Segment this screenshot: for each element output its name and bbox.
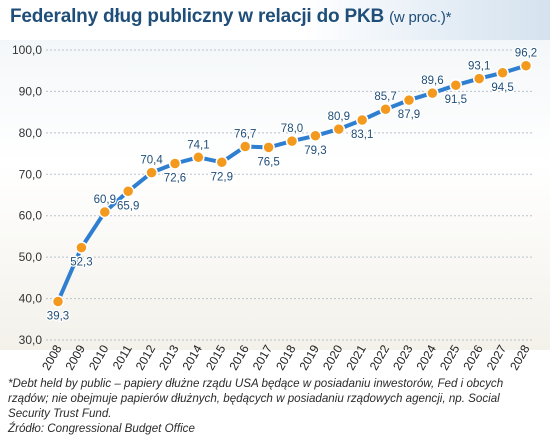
data-label: 79,3 — [304, 145, 326, 157]
y-tick-label: 90,0 — [19, 84, 43, 98]
y-tick-label: 70,0 — [19, 167, 43, 181]
data-label: 96,2 — [515, 48, 537, 60]
chart-title-sub: (w proc.)* — [389, 9, 452, 26]
data-point — [238, 140, 252, 153]
data-label: 80,9 — [328, 111, 350, 123]
data-label: 93,1 — [468, 61, 490, 73]
data-points — [51, 59, 533, 308]
footnote-text: *Debt held by public – papiery dłużne rz… — [8, 377, 504, 420]
x-tick-label: 2017 — [250, 342, 276, 372]
data-label: 91,5 — [445, 94, 467, 106]
data-label: 89,6 — [421, 75, 443, 87]
data-point — [379, 102, 392, 116]
y-axis: 30,0 40,0 50,0 60,0 70,0 80,0 90,0 100,0 — [12, 43, 42, 347]
y-tick-label: 60,0 — [19, 209, 43, 223]
x-tick-label: 2013 — [156, 342, 182, 372]
data-point — [402, 93, 416, 107]
x-tick-label: 2008 — [39, 342, 65, 372]
data-label: 60,9 — [94, 194, 116, 206]
data-point — [496, 66, 509, 80]
x-tick-label: 2020 — [320, 342, 346, 372]
x-tick-label: 2014 — [180, 342, 206, 372]
data-label: 39,3 — [47, 310, 69, 322]
x-tick-label: 2026 — [460, 342, 486, 372]
x-tick-label: 2016 — [226, 342, 252, 372]
x-tick-label: 2011 — [110, 342, 135, 372]
data-label: 85,7 — [374, 91, 396, 103]
y-tick-label: 80,0 — [19, 126, 43, 140]
data-point — [355, 113, 369, 127]
data-point — [309, 129, 322, 143]
data-label: 72,9 — [211, 171, 233, 183]
data-point — [75, 241, 88, 254]
data-point — [519, 59, 533, 72]
x-tick-label: 2018 — [273, 342, 299, 372]
data-label: 65,9 — [117, 200, 139, 212]
chart-title-main: Federalny dług publiczny w relacji do PK… — [10, 6, 384, 27]
header-band — [0, 0, 550, 40]
data-point — [449, 78, 463, 92]
data-label: 74,1 — [187, 139, 209, 151]
x-tick-label: 2022 — [367, 342, 393, 372]
data-label: 76,5 — [257, 156, 279, 168]
data-point — [215, 156, 229, 169]
x-tick-label: 2024 — [414, 342, 440, 372]
x-tick-label: 2023 — [390, 342, 416, 372]
y-tick-label: 100,0 — [12, 43, 42, 57]
data-point — [285, 134, 299, 148]
data-point — [121, 185, 135, 198]
x-tick-label: 2015 — [203, 342, 229, 372]
data-point — [192, 151, 205, 164]
footnote: *Debt held by public – papiery dłużne rz… — [8, 376, 544, 436]
x-tick-label: 2027 — [484, 342, 510, 372]
data-point — [262, 141, 275, 154]
data-label: 72,6 — [164, 173, 186, 185]
x-tick-label: 2021 — [343, 342, 369, 372]
x-tick-label: 2028 — [507, 342, 533, 372]
data-label: 87,9 — [398, 109, 420, 121]
y-tick-label: 30,0 — [19, 333, 43, 347]
y-tick-label: 40,0 — [19, 292, 43, 306]
chart-title: Federalny dług publiczny w relacji do PK… — [10, 6, 451, 28]
data-point — [168, 157, 182, 170]
y-tick-label: 50,0 — [19, 250, 43, 264]
source-text: Źródło: Congressional Budget Office — [8, 422, 195, 435]
data-label: 78,0 — [281, 123, 303, 135]
debt-line-chart: 30,0 40,0 50,0 60,0 70,0 80,0 90,0 100,0 39,3 52… — [12, 43, 539, 372]
x-tick-label: 2019 — [297, 342, 323, 372]
x-tick-label: 2010 — [86, 342, 112, 372]
data-label: 94,5 — [491, 82, 513, 94]
x-tick-label: 2012 — [133, 342, 159, 372]
data-point — [145, 166, 158, 179]
data-point — [98, 205, 112, 219]
x-tick-label: 2009 — [63, 342, 89, 372]
data-point — [472, 72, 486, 85]
x-tick-label: 2025 — [437, 342, 463, 372]
data-point — [51, 295, 65, 308]
data-point — [332, 122, 346, 136]
data-label: 83,1 — [351, 129, 373, 141]
data-label: 76,7 — [234, 129, 256, 141]
data-label: 70,4 — [140, 155, 163, 167]
data-label: 52,3 — [70, 257, 92, 269]
grid-lines — [46, 49, 534, 341]
x-axis: 2008200920102011201220132014201520162017… — [39, 342, 533, 372]
data-point — [426, 86, 439, 100]
data-labels: 39,3 52,3 60,965,9 70,472,6 74,1 72,9 76,7 76,5… — [46, 46, 539, 323]
